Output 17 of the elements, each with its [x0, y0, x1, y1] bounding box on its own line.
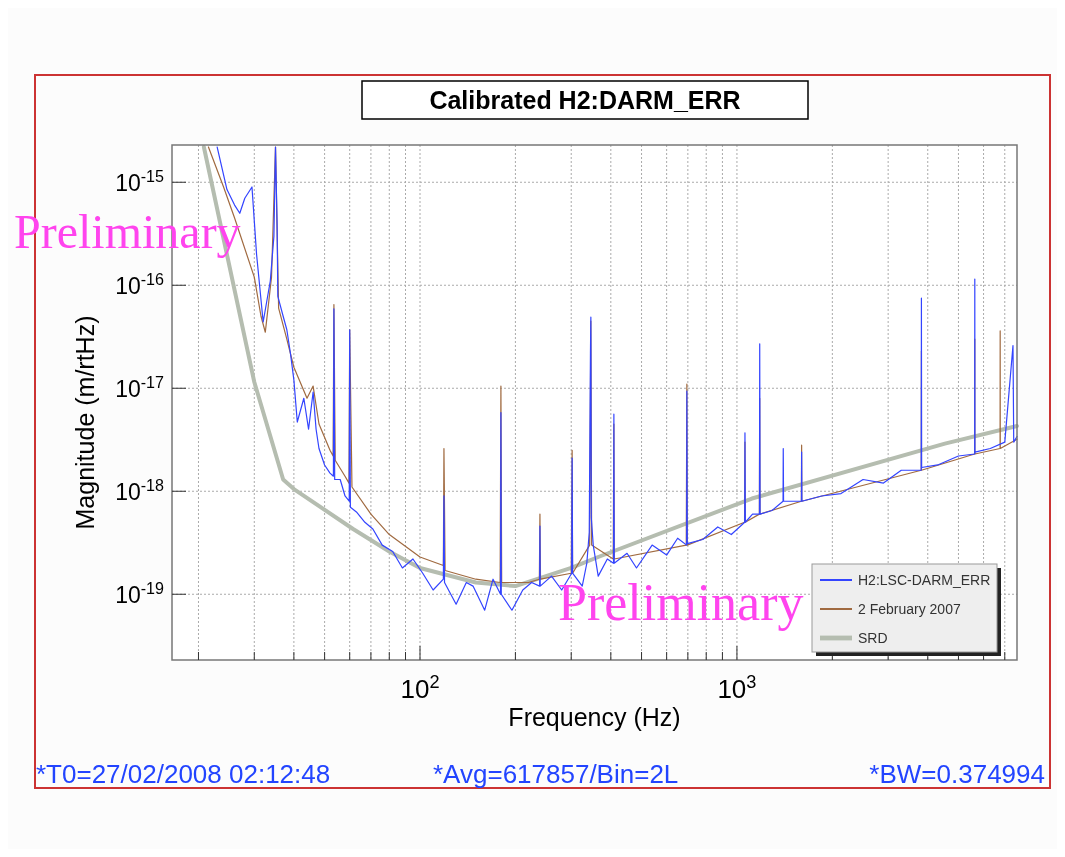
x-axis-title: Frequency (Hz)	[508, 703, 681, 731]
legend-label: H2:LSC-DARM_ERR	[858, 572, 991, 588]
annotation: Preliminary	[558, 574, 804, 631]
y-tick-label: 10$^{-16}$	[115, 270, 165, 300]
y-tick-label: 10$^{-15}$	[115, 167, 165, 197]
legend-label: 2 February 2007	[858, 601, 961, 617]
y-axis-title: Magnitude (m/rtHz)	[71, 315, 99, 530]
chart-title: Calibrated H2:DARM_ERR	[429, 86, 741, 114]
legend-label: SRD	[858, 630, 888, 646]
x-tick-label: 10$^{2}$	[400, 672, 440, 704]
y-tick-label: 10$^{-17}$	[115, 373, 165, 403]
text: *T0=27/02/2008 02:12:48	[36, 759, 331, 789]
y-tick-label: 10$^{-18}$	[115, 476, 165, 506]
text: *Avg=617857/Bin=2L	[433, 759, 679, 789]
y-tick-label: 10$^{-19}$	[115, 579, 165, 609]
x-tick-label: 10$^{3}$	[717, 672, 757, 704]
text: *BW=0.374994	[869, 759, 1045, 789]
